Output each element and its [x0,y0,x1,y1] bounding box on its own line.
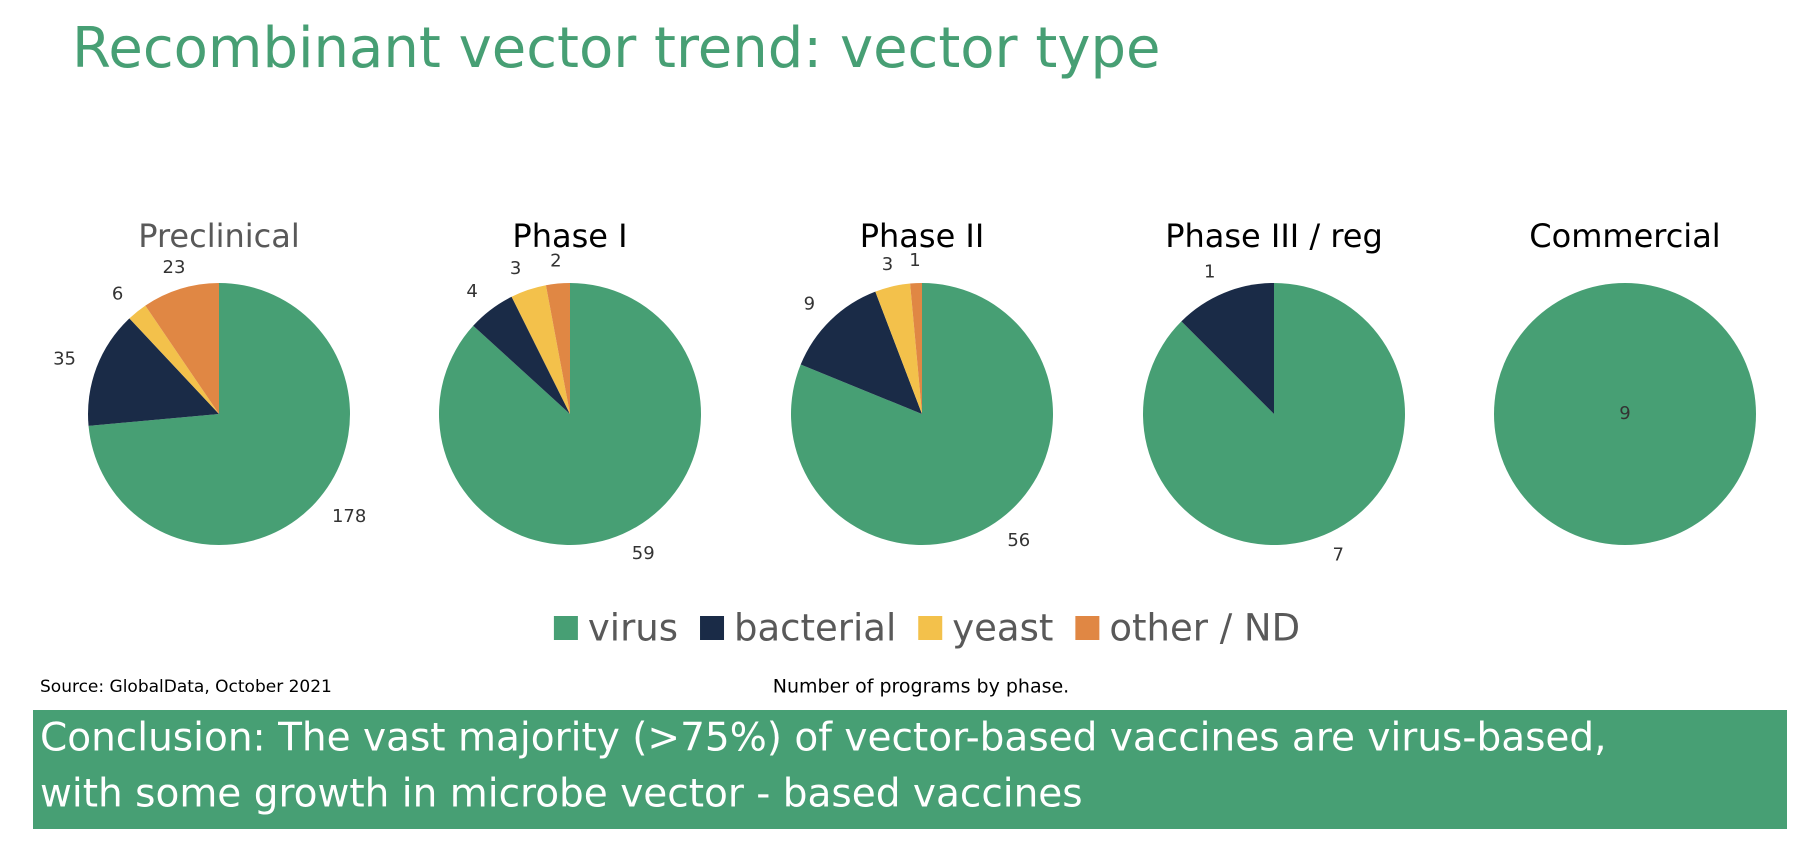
pie-slice [1494,283,1756,545]
slice-label: 23 [163,257,186,278]
pie-slice [875,283,922,414]
slice-label: 1 [1204,262,1215,283]
legend-label: bacterial [734,607,896,650]
pie-slice [1181,283,1274,414]
pie-slice [88,318,219,426]
pie-slice [88,283,350,545]
slice-label: 7 [1333,544,1344,565]
legend-label: yeast [952,607,1053,650]
legend-label: other / ND [1109,607,1300,650]
legend-swatch [700,616,725,640]
slice-label: 56 [1007,530,1030,551]
pie-slice [129,305,219,414]
slice-label: 9 [1619,403,1630,424]
conclusion-line: Conclusion: The vast majority (>75%) of … [40,716,1607,761]
note: Number of programs by phase. [773,676,1069,698]
slice-label: 59 [632,543,655,564]
slice-label: 178 [332,506,366,527]
legend-label: virus [588,607,678,650]
pie-slice [800,291,922,414]
conclusion-box [33,710,1787,829]
slice-label: 3 [510,258,521,279]
slice-label: 4 [466,281,477,302]
pie-slice [145,283,219,414]
slice-label: 1 [909,250,920,271]
pie-slice [545,283,570,414]
slice-label: 9 [804,294,815,315]
source: Source: GlobalData, October 2021 [40,677,332,697]
slice-label: 6 [112,284,123,305]
legend-swatch [553,616,578,640]
legend-swatch [1075,616,1100,640]
slide-title: Recombinant vector trend: vector type [72,16,1160,81]
slice-label: 35 [53,349,76,370]
pie-title: Preclinical [138,217,300,255]
pie-title: Phase II [860,217,985,255]
pie-title: Commercial [1529,217,1720,255]
pie-slice [511,285,570,414]
slice-label: 2 [550,251,561,272]
legend: virus bacterial yeast other / ND [553,607,1300,650]
pie-slice [910,283,922,414]
pie-title: Phase I [512,217,627,255]
slice-label: 3 [882,254,893,275]
conclusion-line: with some growth in microbe vector - bas… [40,772,1083,817]
pie-title: Phase III / reg [1165,217,1383,255]
legend-swatch [918,616,943,640]
pie-slice [473,296,570,414]
